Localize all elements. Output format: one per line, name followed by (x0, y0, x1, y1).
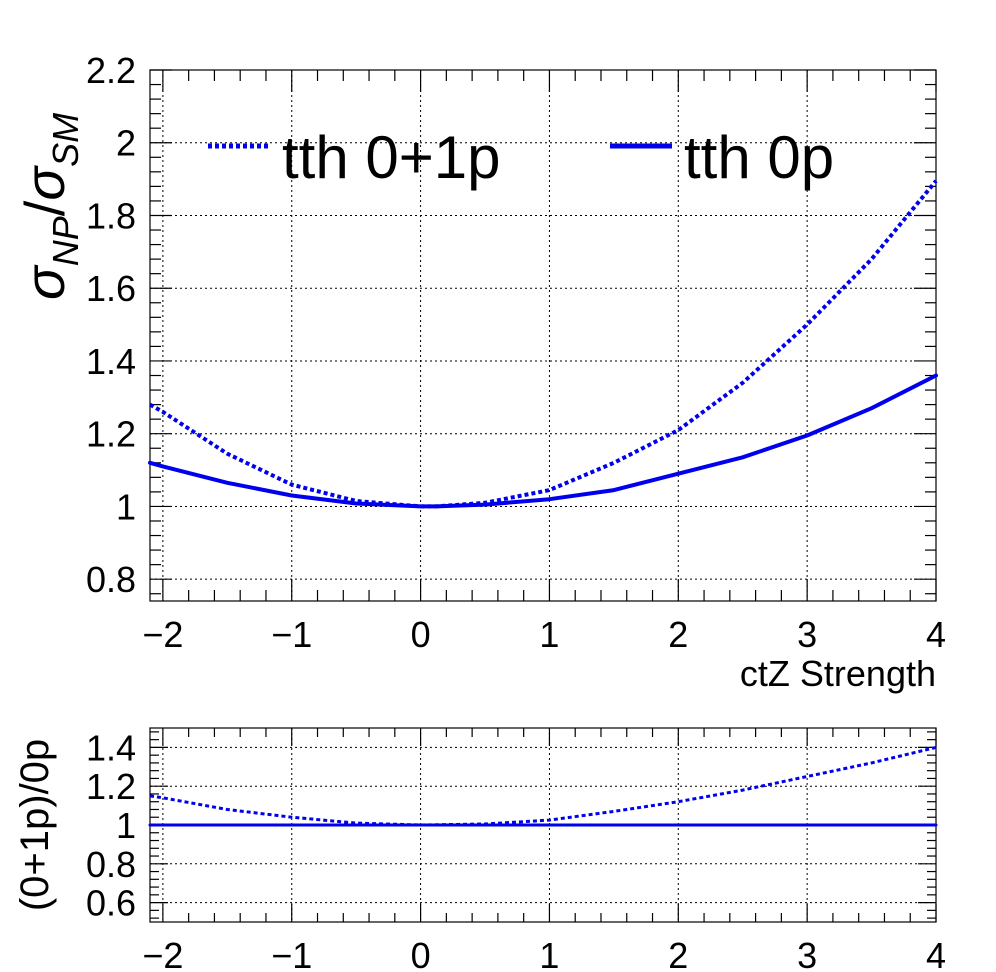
y-tick-label: 1.4 (86, 727, 136, 768)
y-tick-label: 1.2 (86, 766, 136, 807)
y-tick-label: 0.8 (86, 559, 136, 600)
series-line-0p (148, 373, 938, 509)
ratio-panel: −2 −1 0 1 2 3 40.60.811.21.4(0+1p)/0p (13, 727, 946, 972)
series-line-0p1p (149, 745, 937, 827)
y-axis-label-part: σ (13, 264, 76, 300)
x-tick-label: −1 (271, 935, 312, 972)
y-tick-label: 2 (116, 123, 136, 164)
y-tick-label: 1.2 (86, 414, 136, 455)
y-tick-label: 2.2 (86, 50, 136, 91)
plot-frame (149, 69, 937, 602)
ratio-y-axis-label: (0+1p)/0p (13, 739, 57, 911)
y-tick-label: 1.8 (86, 195, 136, 236)
y-tick-label: 1.4 (86, 341, 136, 382)
y-axis-label-part: σ (13, 165, 76, 201)
x-tick-label: 2 (668, 614, 688, 655)
x-tick-label: 3 (797, 614, 817, 655)
x-tick-label: 4 (926, 935, 946, 972)
x-tick-label: 4 (926, 614, 946, 655)
y-tick-label: 0.6 (86, 883, 136, 924)
y-axis-label-part: SM (45, 113, 86, 167)
series-line-0p1p (149, 179, 938, 509)
y-tick-label: 1.6 (86, 268, 136, 309)
y-axis-label-part: NP (45, 216, 86, 266)
legend-label-0p1p: tth 0+1p (282, 124, 501, 191)
y-tick-label: 0.8 (86, 844, 136, 885)
top-panel: −2 −1 0 1 2 3 4 0.8 1 1.2 1.4 1.6 1.8 2 2.2 ctZ Strengt… (13, 50, 946, 694)
x-tick-label: −1 (271, 614, 312, 655)
x-tick-label: 3 (797, 935, 817, 972)
x-tick-label: 2 (668, 935, 688, 972)
x-tick-label: −2 (142, 935, 183, 972)
x-axis-label: ctZ Strength (740, 653, 936, 694)
x-tick-label: 1 (539, 935, 559, 972)
y-axis-label: σNP/σSM (13, 113, 86, 300)
legend-label-0p: tth 0p (684, 124, 834, 191)
y-axis-label-part: / (13, 200, 76, 216)
x-tick-label: 1 (539, 614, 559, 655)
y-tick-label: 1 (116, 486, 136, 527)
x-tick-label: 0 (411, 614, 431, 655)
y-tick-label: 1 (116, 805, 136, 846)
x-tick-label: −2 (142, 614, 183, 655)
x-tick-label: 0 (411, 935, 431, 972)
